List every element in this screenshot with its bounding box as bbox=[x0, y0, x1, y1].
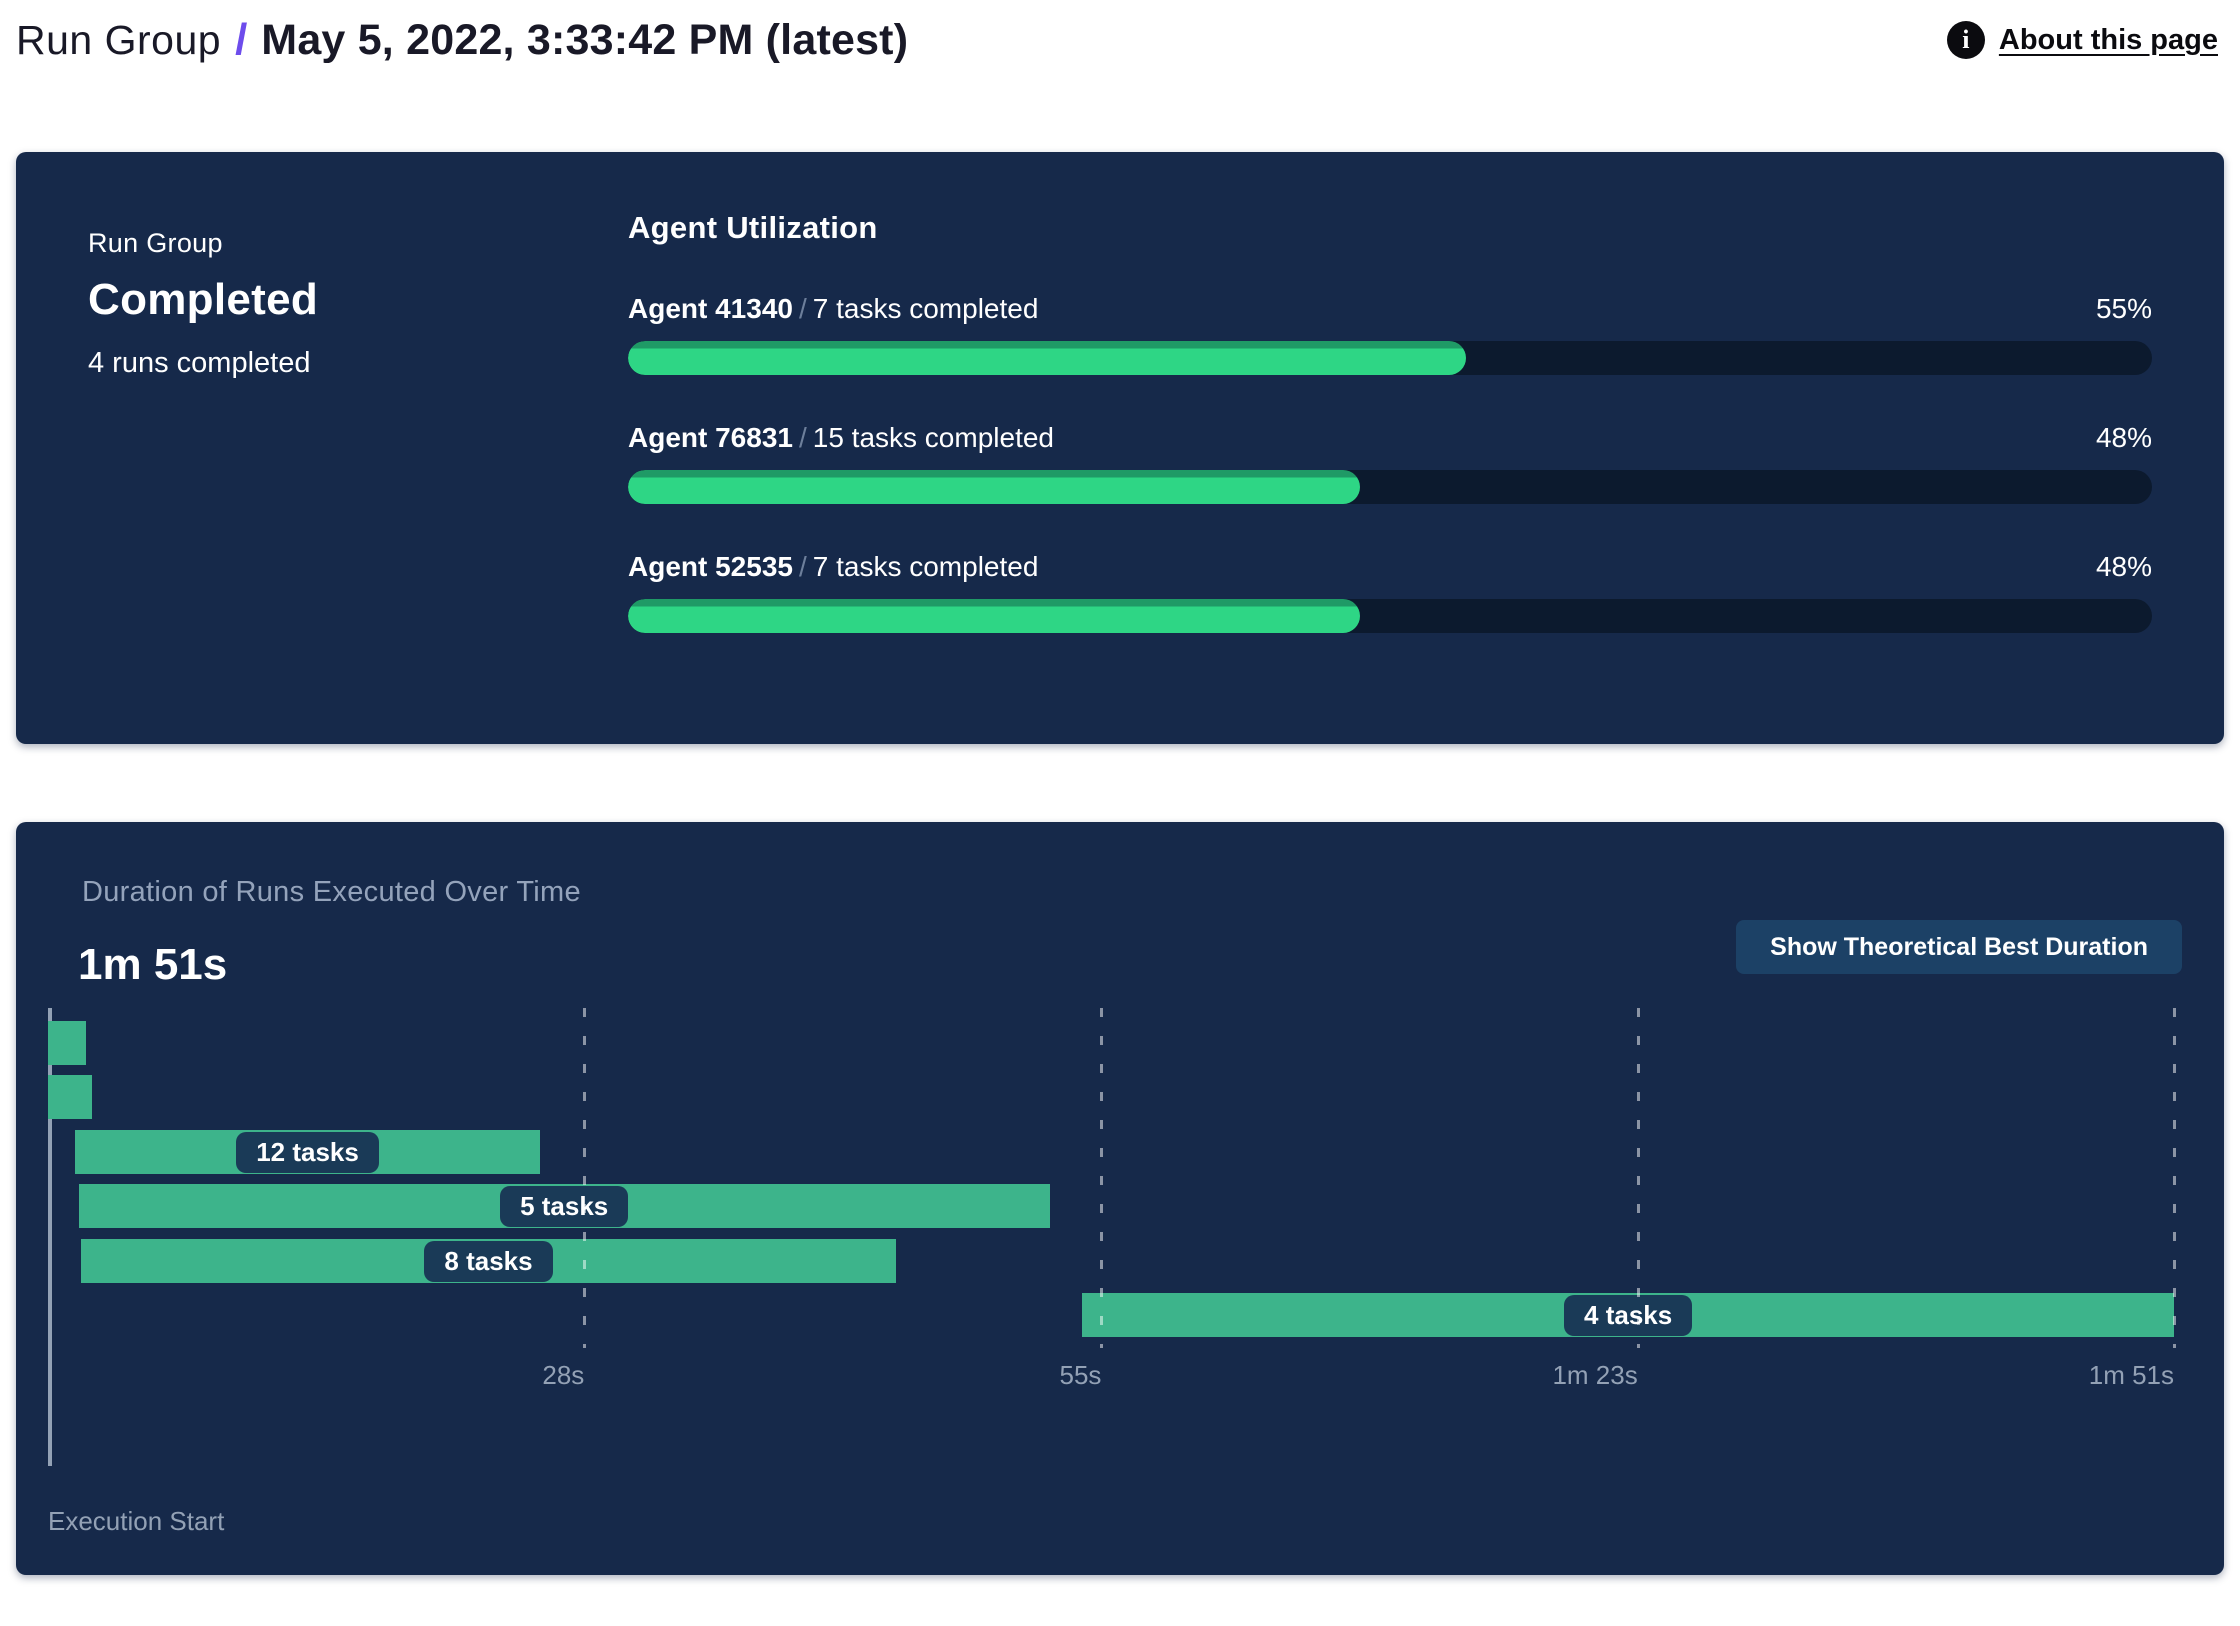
about-this-page[interactable]: i About this page bbox=[1946, 21, 2218, 59]
status-badge: Completed bbox=[88, 275, 319, 324]
time-gridline bbox=[1636, 1008, 1640, 1348]
time-tick-label: 1m 23s bbox=[1552, 1360, 1638, 1390]
agent-tasks-completed: 15 tasks completed bbox=[812, 422, 1054, 453]
agent-label: Agent 52535/7 tasks completed bbox=[628, 551, 1038, 583]
agent-tasks-completed: 7 tasks completed bbox=[812, 293, 1039, 324]
agent-utilization-row: Agent 76831/15 tasks completed 48% bbox=[628, 422, 2152, 504]
breadcrumb: Run Group / May 5, 2022, 3:33:42 PM (lat… bbox=[16, 15, 908, 65]
execution-start-axis-line bbox=[48, 1008, 52, 1466]
gantt-bars: 12 tasks 5 tasks 8 tasks 4 tasks bbox=[48, 1021, 2174, 1351]
agent-utilization-row: Agent 41340/7 tasks completed 55% bbox=[628, 293, 2152, 375]
runs-completed-text: 4 runs completed bbox=[88, 347, 311, 379]
utilization-progress-track bbox=[628, 341, 2152, 375]
time-gridline bbox=[583, 1008, 587, 1348]
task-count-pill: 12 tasks bbox=[236, 1131, 379, 1173]
agent-name: Agent 41340 bbox=[628, 293, 793, 324]
agent-utilization-title: Agent Utilization bbox=[628, 210, 878, 245]
utilization-progress-track bbox=[628, 470, 2152, 504]
agent-utilization-percent: 48% bbox=[2095, 551, 2152, 582]
execution-start-label: Execution Start bbox=[48, 1506, 225, 1536]
task-count-pill: 4 tasks bbox=[1564, 1294, 1693, 1336]
time-tick-label: 55s bbox=[1059, 1360, 1102, 1390]
agent-name: Agent 52535 bbox=[628, 551, 793, 582]
run-group-summary-card: Run Group Completed 4 runs completed Age… bbox=[16, 152, 2224, 744]
run-duration-bar[interactable]: 5 tasks bbox=[78, 1184, 1050, 1228]
run-duration-bar[interactable] bbox=[48, 1021, 87, 1065]
agent-utilization-percent: 55% bbox=[2095, 293, 2152, 324]
time-gridline bbox=[1100, 1008, 1104, 1348]
agent-separator: / bbox=[798, 551, 807, 582]
about-link[interactable]: About this page bbox=[1998, 23, 2218, 56]
agent-utilization-section: Agent Utilization Agent 41340/7 tasks co… bbox=[628, 210, 2152, 633]
duration-gantt-chart: 12 tasks 5 tasks 8 tasks 4 tasks 28s 55s 1m 2… bbox=[48, 1008, 2176, 1468]
task-count-pill: 8 tasks bbox=[424, 1240, 553, 1282]
agent-separator: / bbox=[798, 422, 807, 453]
run-duration-bar[interactable]: 4 tasks bbox=[1082, 1293, 2174, 1337]
breadcrumb-separator: / bbox=[235, 15, 248, 64]
utilization-progress-track bbox=[628, 599, 2152, 633]
run-group-status-block: Run Group Completed 4 runs completed bbox=[88, 228, 318, 380]
duration-chart-title: Duration of Runs Executed Over Time bbox=[82, 876, 581, 908]
agent-name: Agent 76831 bbox=[628, 422, 793, 453]
agent-label: Agent 76831/15 tasks completed bbox=[628, 422, 1054, 454]
total-duration-value: 1m 51s bbox=[78, 940, 228, 989]
utilization-progress-fill bbox=[628, 470, 1360, 504]
agent-label: Agent 41340/7 tasks completed bbox=[628, 293, 1038, 325]
agent-tasks-completed: 7 tasks completed bbox=[812, 551, 1039, 582]
agent-utilization-percent: 48% bbox=[2095, 422, 2152, 453]
run-group-label: Run Group bbox=[88, 228, 223, 258]
run-duration-bar[interactable] bbox=[48, 1075, 93, 1119]
task-count-pill: 5 tasks bbox=[500, 1185, 629, 1227]
utilization-progress-fill bbox=[628, 599, 1360, 633]
breadcrumb-run-group[interactable]: Run Group bbox=[16, 17, 222, 63]
page-header: Run Group / May 5, 2022, 3:33:42 PM (lat… bbox=[16, 8, 2218, 72]
time-tick-label: 28s bbox=[542, 1360, 585, 1390]
info-icon: i bbox=[1946, 21, 1985, 59]
utilization-progress-fill bbox=[628, 341, 1467, 375]
show-theoretical-best-duration-button[interactable]: Show Theoretical Best Duration bbox=[1736, 920, 2182, 974]
time-tick-label: 1m 51s bbox=[2088, 1360, 2174, 1390]
duration-card: Duration of Runs Executed Over Time 1m 5… bbox=[16, 822, 2224, 1575]
run-duration-bar[interactable]: 8 tasks bbox=[80, 1239, 897, 1283]
run-duration-bar[interactable]: 12 tasks bbox=[74, 1130, 541, 1174]
time-gridline bbox=[2173, 1008, 2176, 1348]
page-title: May 5, 2022, 3:33:42 PM (latest) bbox=[261, 16, 909, 64]
agent-separator: / bbox=[798, 293, 807, 324]
agent-utilization-row: Agent 52535/7 tasks completed 48% bbox=[628, 551, 2152, 633]
